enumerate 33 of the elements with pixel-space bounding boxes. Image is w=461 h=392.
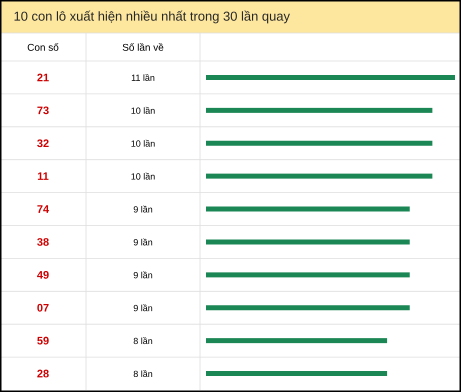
bar xyxy=(206,174,432,179)
bar xyxy=(206,305,410,310)
data-label: 8 lần xyxy=(134,337,152,344)
data-label: 10 lần xyxy=(131,172,155,180)
text: Con số xyxy=(28,43,59,51)
text: Số lần về xyxy=(122,43,164,51)
data-label: 8 lần xyxy=(134,370,152,378)
data-label: 10 lần xyxy=(131,140,155,147)
data-label: 10 lần xyxy=(131,106,155,114)
y-tick-label: 74 xyxy=(37,205,50,213)
data-label: 11 lần xyxy=(132,74,154,81)
data-label: 9 lần xyxy=(134,238,152,246)
data-label: 9 lần xyxy=(134,271,152,278)
y-tick-label: 07 xyxy=(37,304,49,312)
data-label: 9 lần xyxy=(134,206,152,213)
chart-title: 10 con lô xuất hiện nhiều nhất trong 30 lần quay xyxy=(14,10,290,24)
y-tick-label: 73 xyxy=(37,106,49,114)
data-label: 9 lần xyxy=(134,304,152,312)
y-tick-label: 49 xyxy=(37,270,49,279)
y-tick-label: 32 xyxy=(37,139,49,148)
bar xyxy=(206,74,456,80)
y-tick-label: 28 xyxy=(37,370,49,378)
bar xyxy=(206,239,410,244)
y-tick-label: 11 xyxy=(38,172,48,180)
y-tick-label: 59 xyxy=(37,336,49,345)
y-tick-label: 21 xyxy=(37,74,49,82)
bar xyxy=(206,338,388,344)
bar xyxy=(206,140,432,146)
y-tick-label: 38 xyxy=(37,238,49,246)
bar xyxy=(206,108,432,113)
bar xyxy=(206,206,410,212)
bar xyxy=(206,272,410,278)
bar xyxy=(206,371,388,376)
